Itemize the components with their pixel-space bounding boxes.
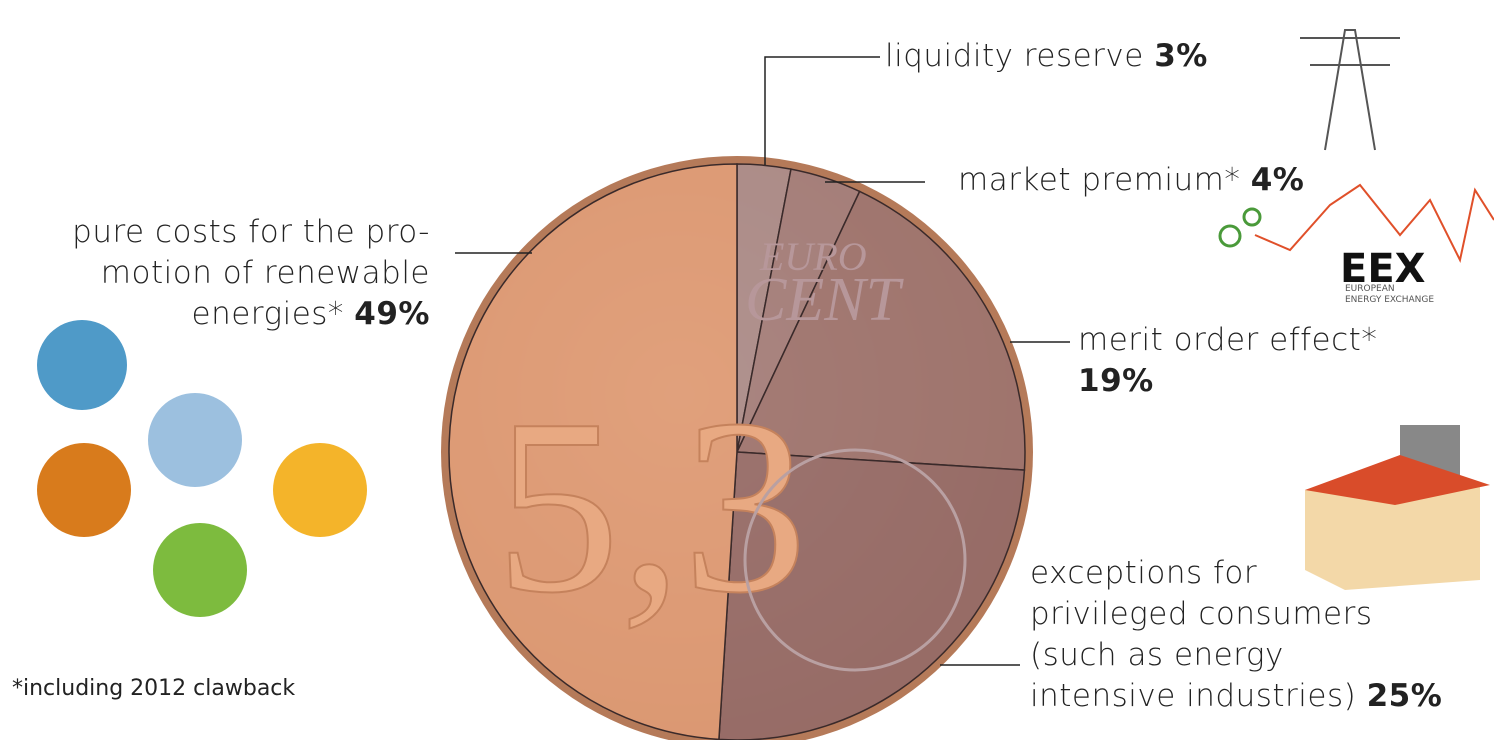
slice-label: exceptions for privileged consumers (suc… — [1030, 553, 1442, 717]
slice-value: 4% — [1250, 162, 1305, 198]
icon-solar — [273, 443, 367, 537]
slice-name: market premium* — [958, 162, 1241, 198]
slice-value: 3% — [1154, 38, 1208, 74]
icon-geothermal — [37, 443, 131, 537]
slice-name: exceptions for privileged consumers (suc… — [1030, 555, 1373, 714]
slice-value: 25% — [1366, 678, 1443, 714]
slice-name: pure costs for the pro- motion of renewa… — [72, 214, 430, 332]
pylon — [1300, 29, 1400, 151]
icon-biomass — [153, 523, 247, 617]
slice-label: merit order effect* 19% — [1078, 320, 1377, 402]
icon-water — [37, 320, 127, 410]
price-line — [1254, 183, 1494, 263]
icon-wind — [148, 393, 242, 487]
leaders — [455, 56, 1070, 666]
pie-slice — [718, 451, 1026, 740]
logo: EEX — [1340, 246, 1426, 292]
footnote: *including 2012 clawback — [12, 676, 296, 701]
factory — [1305, 425, 1490, 590]
euro-icon — [1218, 224, 1242, 248]
logo-subtitle: EUROPEAN ENERGY EXCHANGE — [1345, 284, 1435, 305]
coin-text: EURO — [759, 234, 867, 279]
slice-label: liquidity reserve 3% — [885, 36, 1208, 77]
pie-slice — [448, 163, 738, 740]
slice-label: pure costs for the pro- motion of renewa… — [72, 212, 430, 335]
slice-label: market premium* 4% — [958, 160, 1304, 201]
slice-name: merit order effect* — [1078, 322, 1378, 358]
euro-icon — [1242, 207, 1262, 227]
leader-line — [764, 56, 880, 165]
slice-name: liquidity reserve — [885, 38, 1144, 74]
pie-slice — [735, 190, 1026, 471]
coin-text: CENT — [745, 266, 905, 334]
slice-value: 19% — [1078, 363, 1154, 399]
slice-value: 49% — [354, 296, 430, 332]
globe — [743, 448, 967, 672]
coin-value: 5,3 — [495, 368, 808, 645]
